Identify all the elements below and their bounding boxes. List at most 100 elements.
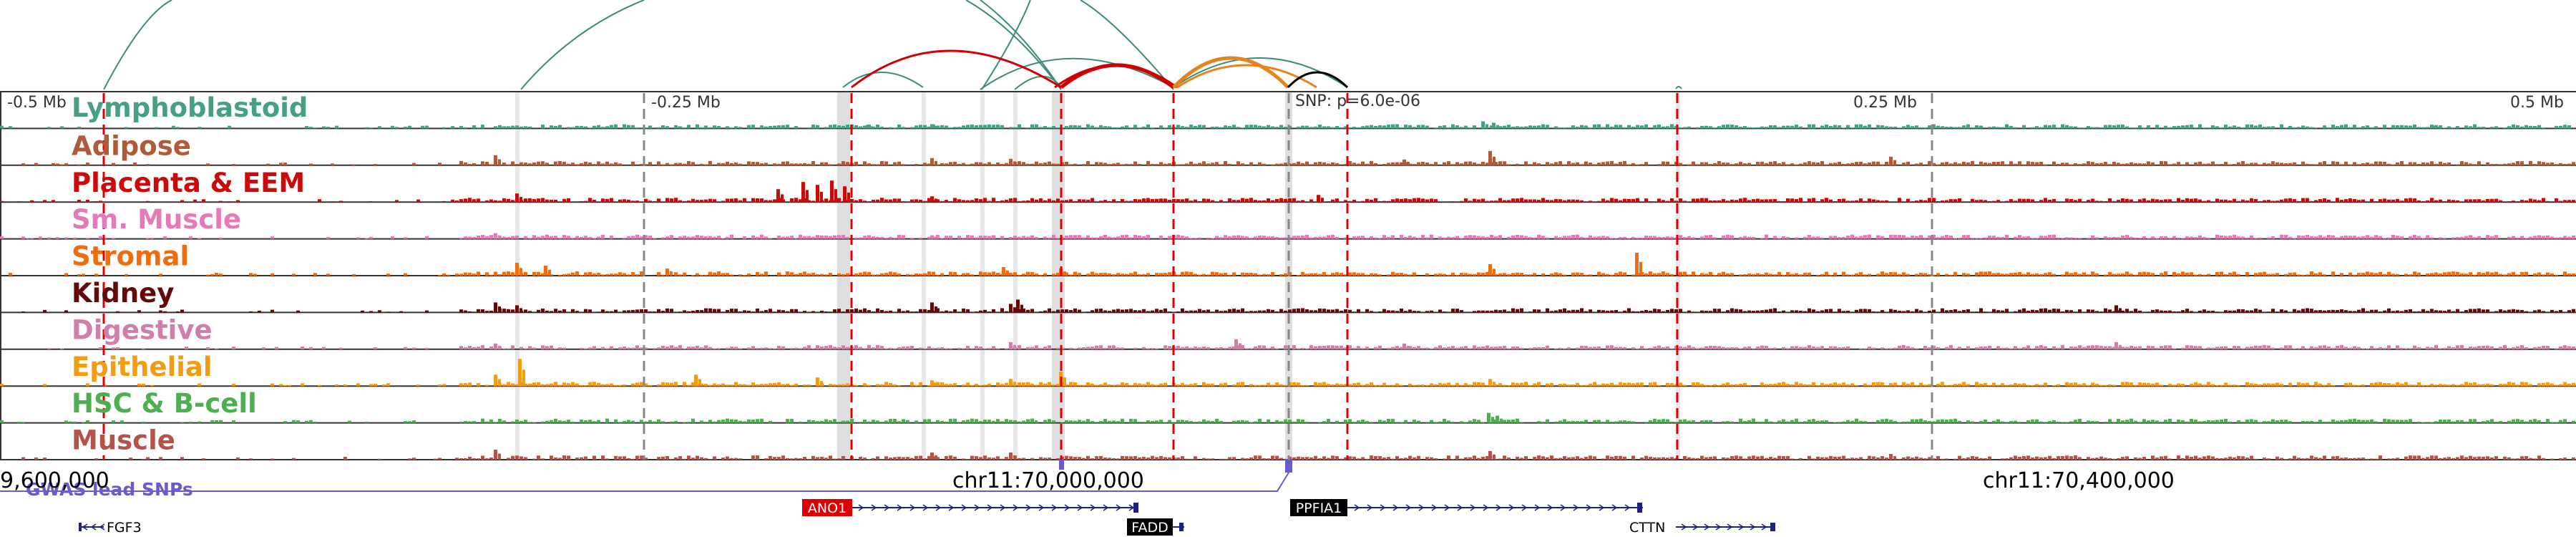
signal-bar [1404, 458, 1407, 460]
signal-bar [2263, 163, 2266, 165]
signal-bar [2164, 345, 2167, 349]
signal-bar [2499, 309, 2502, 313]
signal-bar [2572, 457, 2575, 460]
signal-bar [2387, 345, 2391, 349]
signal-bar [1966, 420, 1970, 423]
signal-bar [1765, 458, 1768, 460]
signal-bar [1550, 273, 1553, 276]
signal-bar [2430, 422, 2434, 423]
signal-bar [511, 421, 514, 423]
signal-bar [2280, 347, 2283, 349]
signal-bar [1743, 198, 1747, 203]
signal-bar [2460, 311, 2464, 313]
signal-bar [1743, 126, 1747, 129]
signal-bar [975, 456, 978, 460]
signal-bar [459, 160, 463, 165]
signal-bar [1267, 382, 1270, 387]
signal-bar [541, 308, 545, 313]
signal-bar [1610, 127, 1614, 129]
signal-bar [1340, 127, 1343, 129]
signal-bar [1833, 163, 1837, 165]
signal-bar [2181, 125, 2185, 129]
signal-bar [2044, 236, 2047, 239]
signal-bar [1473, 311, 1476, 313]
signal-bar [1271, 236, 1274, 239]
signal-bar [1485, 236, 1489, 239]
signal-bar [635, 455, 639, 460]
signal-bar [1026, 382, 1030, 387]
signal-bar [1211, 458, 1214, 460]
signal-bar [1975, 382, 1979, 387]
signal-bar [1773, 199, 1777, 203]
signal-bar [2198, 161, 2202, 165]
signal-bar [734, 126, 738, 129]
signal-bar [717, 420, 721, 423]
signal-bar [1915, 236, 1918, 239]
signal-bar [1430, 457, 1433, 460]
signal-bar [1473, 419, 1476, 423]
gene-label: ANO1 [808, 500, 847, 516]
signal-bar [1335, 236, 1339, 239]
signal-bar [1447, 274, 1450, 276]
signal-bar [1868, 455, 1871, 460]
signal-bar [1816, 420, 1820, 423]
signal-bar [2001, 127, 2004, 129]
signal-bar [1520, 272, 1523, 276]
signal-bar [2413, 124, 2416, 129]
signal-bar [1116, 273, 1120, 276]
signal-bar [893, 198, 897, 203]
signal-bar [863, 308, 867, 313]
signal-bar [2426, 127, 2429, 129]
signal-bar [1825, 124, 1828, 129]
signal-bar [1258, 455, 1262, 460]
signal-bar [936, 347, 940, 349]
signal-bar [1352, 383, 1356, 387]
signal-bar [1030, 347, 1034, 349]
signal-bar [1541, 236, 1545, 239]
signal-peak [2114, 342, 2118, 349]
signal-bar [137, 310, 141, 313]
signal-bar [665, 455, 669, 460]
signal-bar [1953, 127, 1957, 129]
signal-bar [2151, 383, 2155, 387]
gene-label: CTTN [1629, 520, 1665, 536]
signal-bar [897, 124, 901, 129]
signal-bar [2048, 309, 2051, 313]
signal-bar [949, 348, 952, 349]
signal-bar [1258, 345, 1262, 349]
signal-bar [614, 455, 618, 460]
signal-bar [867, 458, 871, 460]
signal-bar [2271, 419, 2275, 423]
signal-bar [2306, 163, 2309, 165]
signal-bar [1232, 200, 1236, 203]
signal-bar [580, 384, 583, 387]
signal-bar [1893, 309, 1897, 313]
signal-bar [1228, 309, 1231, 313]
signal-bar [631, 383, 635, 387]
signal-bar [1709, 234, 1712, 239]
signal-bar [1520, 308, 1523, 313]
signal-bar [953, 161, 957, 165]
signal-bar [1314, 346, 1317, 349]
signal-bar [1241, 344, 1244, 349]
signal-bar [769, 238, 772, 239]
signal-bar [1267, 198, 1270, 203]
signal-bar [1026, 419, 1030, 423]
signal-bar [781, 384, 785, 387]
signal-bar [1666, 236, 1669, 239]
signal-bar [2327, 383, 2331, 387]
signal-bar [1941, 458, 1944, 460]
signal-bar [1653, 346, 1657, 349]
signal-bar [897, 421, 901, 423]
signal-bar [1842, 127, 1845, 129]
signal-bar [2396, 382, 2399, 387]
signal-bar [1460, 127, 1463, 129]
signal-bar [1447, 236, 1450, 239]
signal-bar [970, 455, 974, 460]
signal-bar [962, 458, 965, 460]
signal-bar [2177, 311, 2180, 313]
signal-bar [730, 458, 733, 460]
signal-bar [2413, 311, 2416, 313]
signal-bar [197, 127, 201, 129]
signal-bar [2563, 200, 2567, 203]
